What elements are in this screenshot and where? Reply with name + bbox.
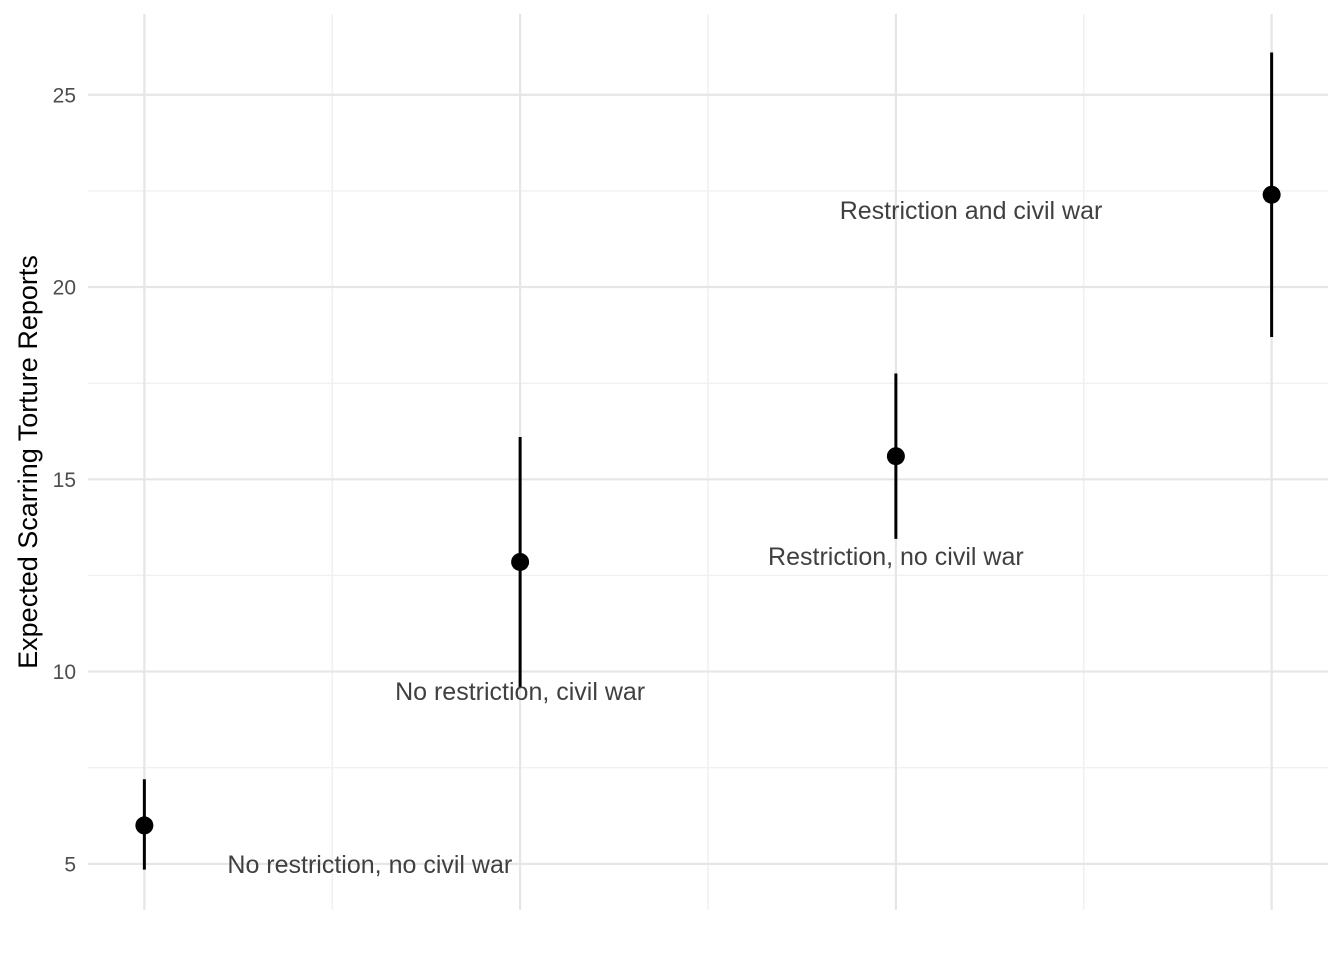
y-tick-label: 5 (64, 853, 76, 876)
y-axis-title: Expected Scarring Torture Reports (13, 255, 43, 669)
grid-layer (88, 14, 1328, 910)
point-annotation: Restriction and civil war (840, 197, 1103, 225)
annotations: No restriction, no civil war No restricti… (227, 197, 1102, 879)
data-point (135, 816, 154, 835)
y-tick-label: 20 (53, 277, 76, 300)
data-point (1262, 185, 1281, 204)
y-tick-labels: 5 10 15 20 25 (53, 84, 76, 876)
data-point (511, 552, 530, 571)
y-tick-label: 10 (53, 661, 76, 684)
point-annotation: No restriction, civil war (395, 678, 645, 706)
y-tick-label: 15 (53, 469, 76, 492)
data-point (886, 447, 905, 466)
y-tick-label: 25 (53, 84, 76, 107)
data-points (135, 185, 1281, 835)
point-annotation: No restriction, no civil war (227, 851, 512, 879)
point-annotation: Restriction, no civil war (768, 543, 1024, 571)
